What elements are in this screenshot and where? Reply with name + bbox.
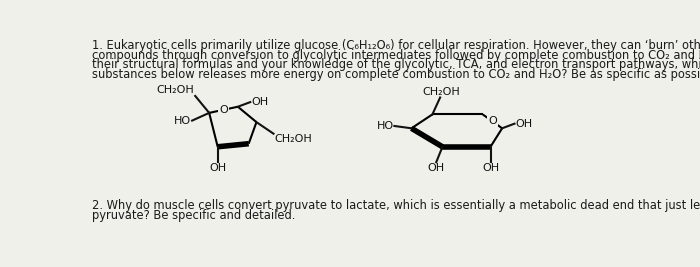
Text: OH: OH (251, 97, 268, 107)
Text: O: O (488, 116, 497, 126)
Text: CH₂OH: CH₂OH (274, 135, 312, 144)
Text: O: O (219, 105, 228, 115)
Text: 2. Why do muscle cells convert pyruvate to lactate, which is essentially a metab: 2. Why do muscle cells convert pyruvate … (92, 199, 700, 212)
Text: pyruvate? Be specific and detailed.: pyruvate? Be specific and detailed. (92, 209, 295, 222)
Text: HO: HO (377, 121, 393, 131)
Text: OH: OH (515, 119, 533, 129)
Text: CH₂OH: CH₂OH (156, 85, 194, 95)
Text: CH₂OH: CH₂OH (422, 87, 460, 97)
Text: their structural formulas and your knowledge of the glycolytic, TCA, and electro: their structural formulas and your knowl… (92, 58, 700, 71)
Text: substances below releases more energy on complete combustion to CO₂ and H₂O? Be : substances below releases more energy on… (92, 68, 700, 81)
Text: OH: OH (428, 163, 444, 173)
Text: OH: OH (209, 163, 226, 173)
Text: HO: HO (174, 116, 191, 125)
Text: OH: OH (482, 163, 499, 173)
Text: 1. Eukaryotic cells primarily utilize glucose (C₆H₁₂O₆) for cellular respiration: 1. Eukaryotic cells primarily utilize gl… (92, 39, 700, 52)
Text: compounds through conversion to glycolytic intermediates followed by complete co: compounds through conversion to glycolyt… (92, 49, 700, 62)
